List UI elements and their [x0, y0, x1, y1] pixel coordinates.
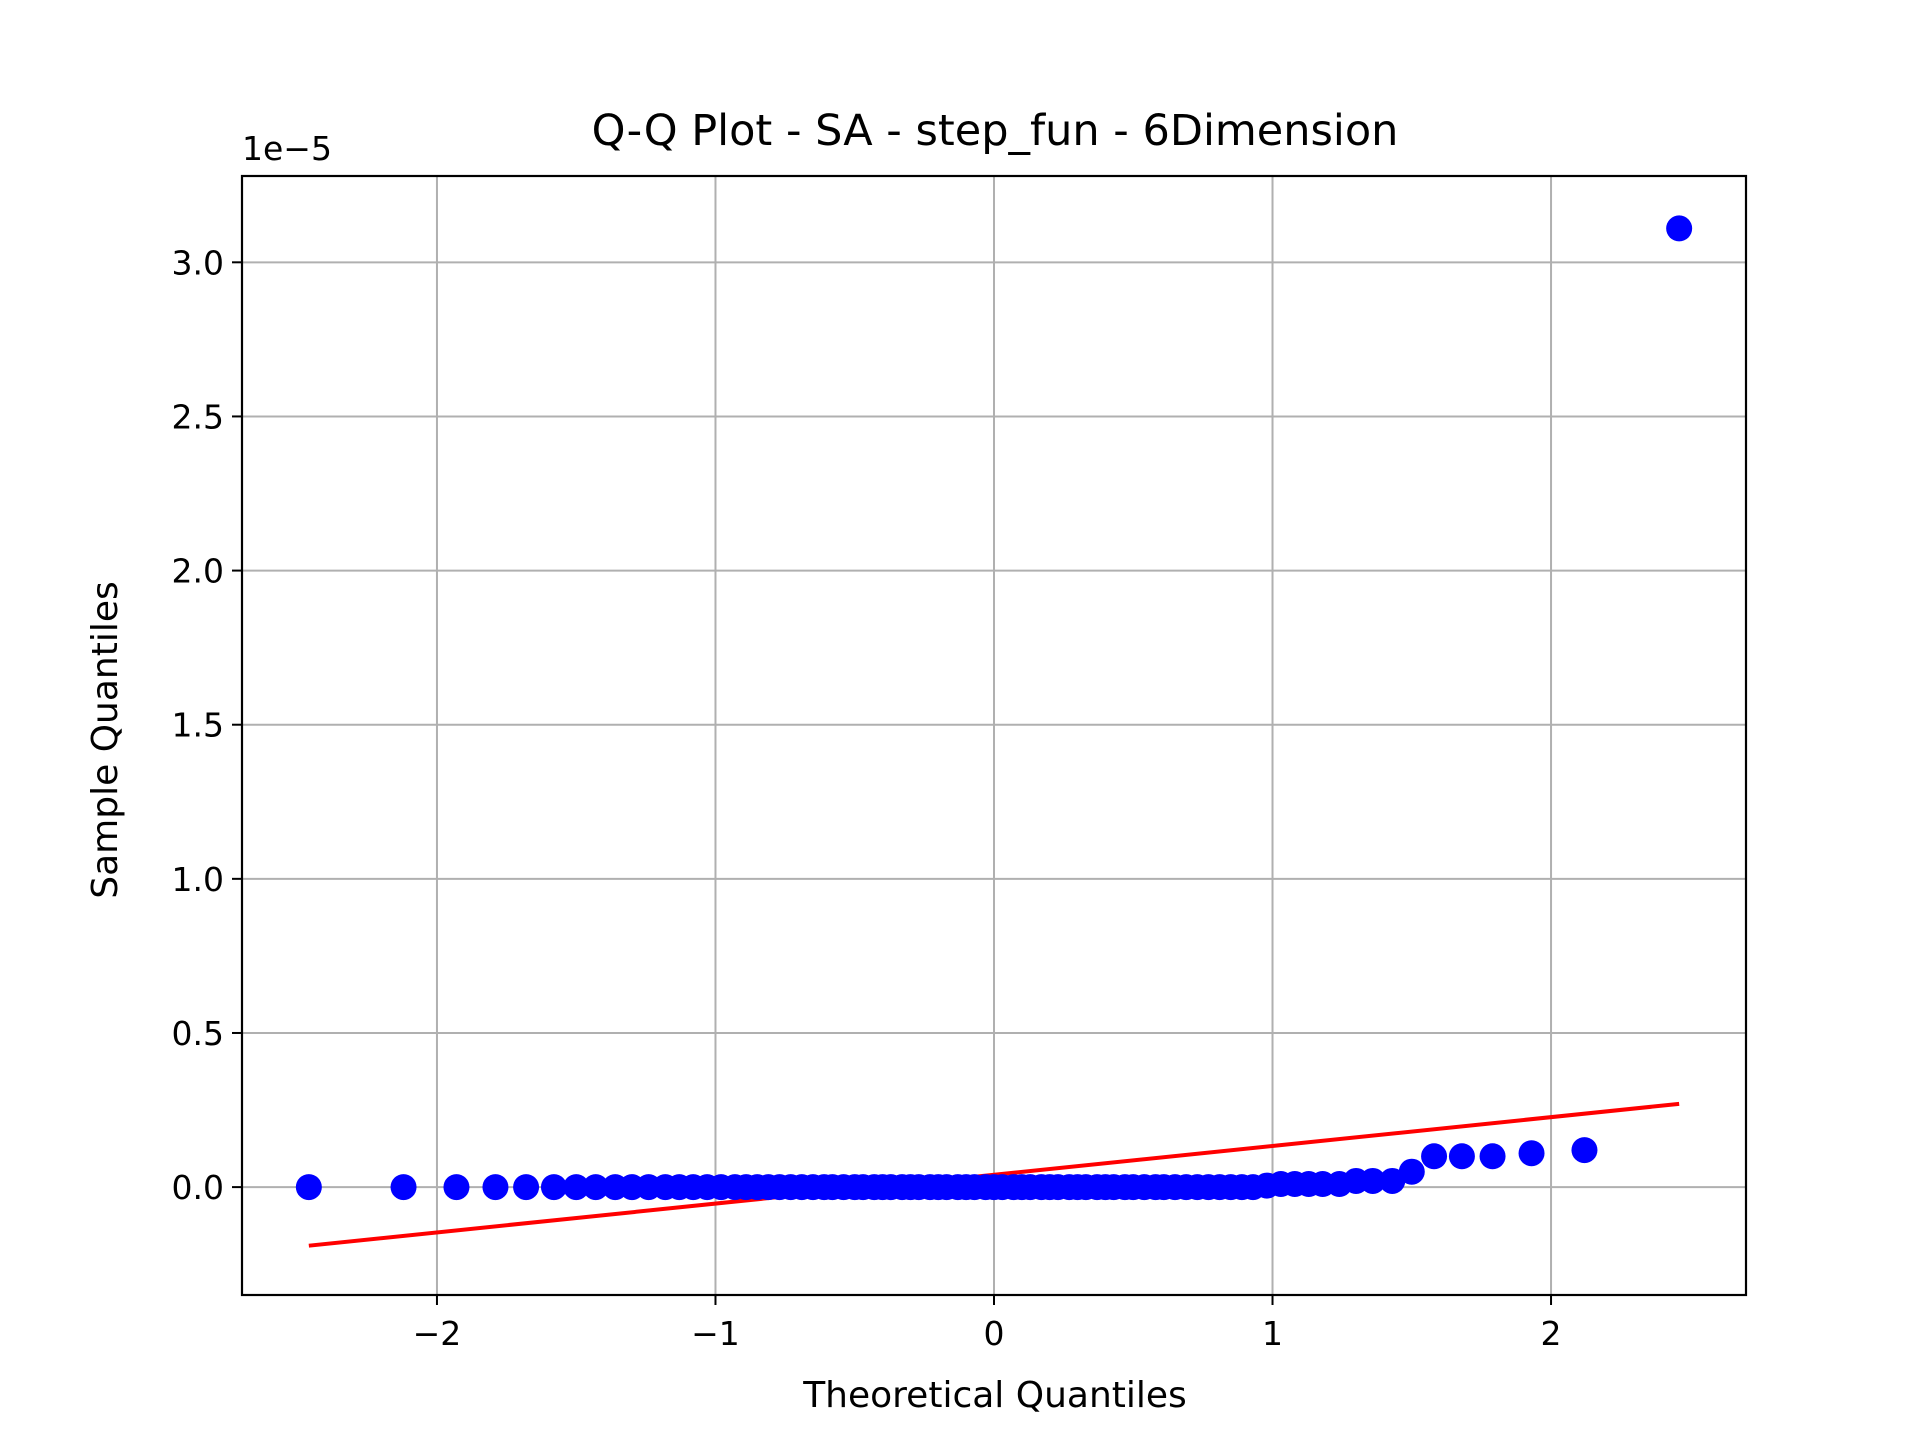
y-tick-label: 0.0 — [172, 1168, 224, 1207]
data-point — [1359, 1167, 1386, 1194]
y-tick-label: 0.5 — [172, 1014, 224, 1053]
axis-ticks: −2 −1 0 1 2 0.0 0.5 1.0 1.5 2.0 2.5 3.0 — [172, 243, 1562, 1353]
data-point — [1379, 1167, 1406, 1194]
y-axis-label: Sample Quantiles — [85, 581, 126, 898]
chart-title: Q-Q Plot - SA - step_fun - 6Dimension — [592, 106, 1399, 156]
x-tick-label: −2 — [413, 1314, 462, 1353]
data-point — [1398, 1158, 1425, 1185]
data-point — [482, 1174, 509, 1201]
data-point — [295, 1174, 322, 1201]
data-point — [1448, 1143, 1475, 1170]
data-point — [1666, 215, 1693, 242]
data-point — [390, 1174, 417, 1201]
y-offset-label: 1e−5 — [242, 129, 332, 168]
y-tick-label: 3.0 — [172, 243, 224, 282]
x-tick-label: −1 — [691, 1314, 740, 1353]
x-tick-label: 1 — [1262, 1314, 1283, 1353]
grid-lines — [242, 176, 1746, 1295]
data-point — [443, 1174, 470, 1201]
data-point — [1571, 1137, 1598, 1164]
data-point — [1479, 1143, 1506, 1170]
data-point — [1518, 1140, 1545, 1167]
y-tick-label: 1.0 — [172, 860, 224, 899]
y-tick-label: 2.5 — [172, 397, 224, 436]
y-tick-label: 2.0 — [172, 552, 224, 591]
x-axis-label: Theoretical Quantiles — [802, 1375, 1187, 1416]
data-points-layer — [295, 215, 1693, 1201]
data-point — [1421, 1143, 1448, 1170]
data-point — [513, 1174, 540, 1201]
data-point — [540, 1174, 567, 1201]
data-point — [563, 1174, 590, 1201]
x-tick-label: 0 — [984, 1314, 1005, 1353]
x-tick-label: 2 — [1541, 1314, 1562, 1353]
data-point — [582, 1174, 609, 1201]
y-tick-label: 1.5 — [172, 706, 224, 745]
